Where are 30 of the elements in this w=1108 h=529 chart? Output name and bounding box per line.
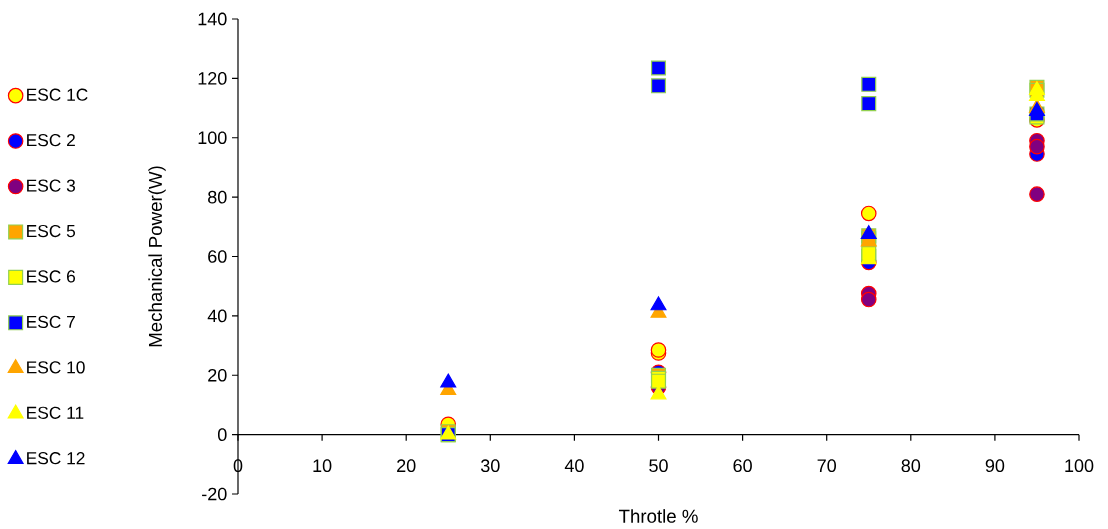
x-tick-label: 30 — [480, 459, 500, 473]
y-tick-label: 80 — [208, 190, 227, 204]
y-tick-label: 60 — [208, 250, 227, 263]
y-tick-label: -20 — [202, 487, 227, 501]
y-tick-label: 140 — [198, 12, 227, 26]
legend-label: ESC 6 — [27, 270, 76, 283]
y-axis-title: Mechanical Power(W) — [148, 166, 166, 347]
x-tick-label: 70 — [817, 459, 837, 473]
x-tick-label: 10 — [313, 459, 332, 473]
x-tick-label: 100 — [1065, 459, 1094, 473]
y-tick-label: 120 — [198, 72, 227, 85]
y-tick-label: 100 — [198, 131, 227, 145]
legend-label: ESC 11 — [27, 406, 84, 419]
x-axis-title: Throtle % — [618, 509, 698, 523]
legend-label: ESC 12 — [27, 452, 85, 465]
y-tick-label: 40 — [207, 309, 227, 323]
y-tick-label: 20 — [208, 368, 227, 382]
legend-label: ESC 3 — [27, 179, 76, 192]
legend-label: ESC 2 — [27, 134, 75, 147]
legend-label: ESC 7 — [27, 315, 75, 329]
legend-label: ESC 10 — [27, 361, 85, 374]
y-tick-label: 0 — [217, 428, 227, 441]
legend-label: ESC 1C — [27, 88, 88, 101]
x-tick-label: 60 — [733, 459, 752, 473]
x-tick-label: 20 — [397, 459, 416, 473]
x-tick-label: 40 — [564, 459, 584, 473]
x-tick-label: 90 — [985, 459, 1005, 473]
x-tick-label: 50 — [649, 459, 668, 473]
legend-label: ESC 5 — [27, 224, 76, 238]
x-tick-label: 80 — [901, 459, 921, 473]
